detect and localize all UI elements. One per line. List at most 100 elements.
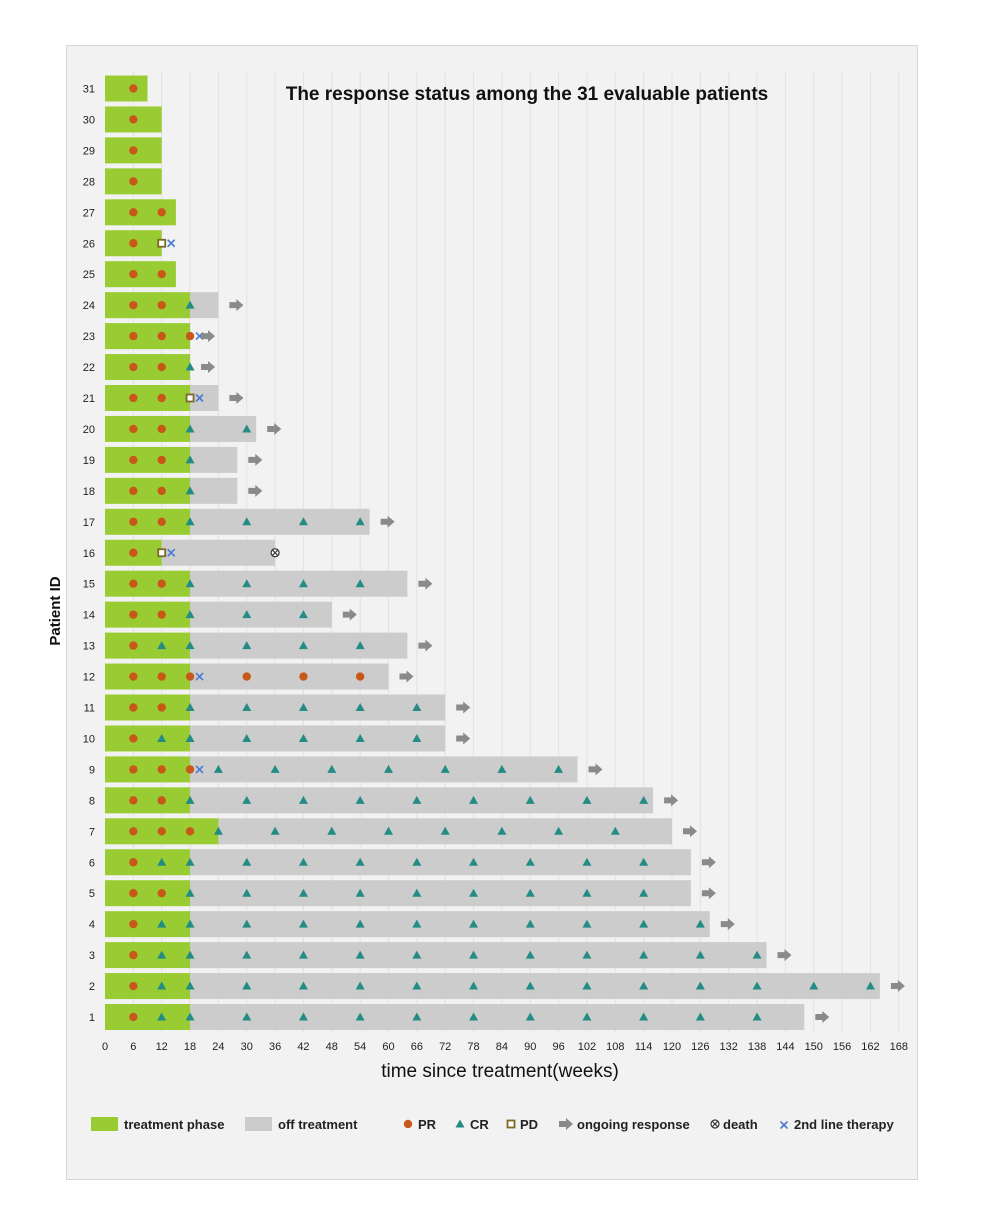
- cr-marker: [752, 981, 762, 990]
- cr-marker: [242, 950, 252, 959]
- y-tick-label: 4: [89, 919, 95, 931]
- cr-marker: [242, 981, 252, 990]
- pr-marker: [129, 827, 138, 836]
- x-tick-label: 18: [184, 1041, 196, 1053]
- pr-marker: [129, 239, 138, 248]
- cr-marker: [355, 517, 365, 526]
- pr-marker: [129, 331, 138, 341]
- second-line-marker: [779, 1120, 789, 1130]
- pr-marker: [157, 672, 166, 681]
- death-marker: [710, 1119, 720, 1129]
- y-tick-label: 10: [83, 733, 95, 745]
- cr-marker: [355, 733, 365, 742]
- cr-marker: [525, 795, 535, 804]
- legend: treatment phase off treatment PR CR PD ongoin…: [91, 1117, 894, 1132]
- treatment-bar: [105, 880, 191, 907]
- cr-marker: [469, 888, 479, 897]
- cr-marker: [298, 1012, 308, 1021]
- pr-marker: [157, 827, 166, 836]
- ongoing-arrow: [588, 763, 603, 776]
- cr-marker: [185, 455, 195, 464]
- x-tick-label: 6: [130, 1041, 136, 1053]
- cr-marker: [242, 424, 252, 433]
- cr-marker: [298, 857, 308, 866]
- pr-marker: [129, 300, 138, 310]
- cr-marker: [355, 857, 365, 866]
- legend-label-PD: PD: [520, 1117, 538, 1132]
- pr-marker: [157, 270, 166, 279]
- cr-marker: [185, 579, 195, 588]
- cr-marker: [242, 1012, 252, 1021]
- off-treatment-bar: [190, 756, 578, 783]
- cr-marker: [327, 826, 337, 835]
- cr-marker: [469, 919, 479, 928]
- legend-label-PR: PR: [418, 1117, 437, 1132]
- legend-label-off: off treatment: [278, 1117, 358, 1132]
- x-tick-label: 126: [691, 1041, 709, 1053]
- cr-marker: [639, 795, 649, 804]
- death-stroke: [271, 549, 279, 556]
- pr-marker: [129, 734, 138, 743]
- pr-marker: [403, 1119, 413, 1129]
- y-tick-label: 12: [83, 672, 95, 684]
- pr-marker: [185, 331, 195, 341]
- treatment-bar: [105, 973, 191, 1000]
- x-tick-label: 84: [496, 1041, 508, 1053]
- cr-marker: [355, 1012, 365, 1021]
- death-stroke: [711, 1120, 719, 1128]
- cr-marker: [695, 919, 705, 928]
- cr-marker: [298, 733, 308, 742]
- ongoing-arrow: [380, 515, 395, 528]
- cr-marker: [157, 641, 167, 650]
- cr-marker: [185, 795, 195, 804]
- cr-marker: [525, 857, 535, 866]
- cr-marker: [525, 1012, 535, 1021]
- pr-marker: [157, 765, 166, 774]
- y-tick-label: 7: [89, 826, 95, 838]
- pd-marker: [157, 238, 167, 248]
- ongoing-arrow: [720, 918, 735, 931]
- cr-marker: [298, 610, 308, 619]
- cr-marker: [185, 641, 195, 650]
- cr-marker: [185, 888, 195, 897]
- pr-marker: [129, 889, 138, 898]
- x-tick-label: 42: [297, 1041, 309, 1053]
- cr-marker: [355, 888, 365, 897]
- cr-marker: [185, 857, 195, 866]
- cr-marker: [213, 826, 223, 835]
- cr-marker: [157, 919, 167, 928]
- cr-marker: [185, 950, 195, 959]
- cr-marker: [412, 919, 422, 928]
- cr-marker: [242, 888, 252, 897]
- off-treatment-bar: [190, 880, 691, 907]
- pr-marker: [129, 362, 138, 372]
- cr-marker: [582, 1012, 592, 1021]
- cr-marker: [242, 517, 252, 526]
- cr-marker: [412, 857, 422, 866]
- x-tick-label: 132: [720, 1041, 738, 1053]
- pr-marker: [129, 393, 138, 403]
- cr-marker: [752, 1012, 762, 1021]
- treatment-bar: [105, 694, 191, 721]
- cr-marker: [469, 1012, 479, 1021]
- cr-marker: [327, 764, 337, 773]
- treatment-bar: [105, 632, 191, 659]
- pr-marker: [129, 270, 138, 279]
- cr-marker: [355, 703, 365, 711]
- cr-marker: [497, 826, 507, 835]
- y-tick-label: 13: [83, 641, 95, 653]
- pr-marker: [129, 703, 138, 712]
- cr-marker: [242, 919, 252, 928]
- pr-marker: [129, 517, 138, 526]
- cr-marker: [412, 733, 422, 742]
- ongoing-arrow: [418, 639, 433, 652]
- y-tick-label: 28: [83, 176, 95, 188]
- x-tick-label: 48: [326, 1041, 338, 1053]
- legend-label-death: death: [723, 1117, 758, 1132]
- y-tick-label: 30: [83, 114, 95, 126]
- y-tick-label: 23: [83, 331, 95, 343]
- off-treatment-bar: [190, 725, 446, 752]
- tick-layer: 0 6 12 18 24 30 36 42 48 54 60 66 72 78 84 90 96 102 108 11…: [83, 84, 908, 1054]
- cr-marker: [157, 857, 167, 866]
